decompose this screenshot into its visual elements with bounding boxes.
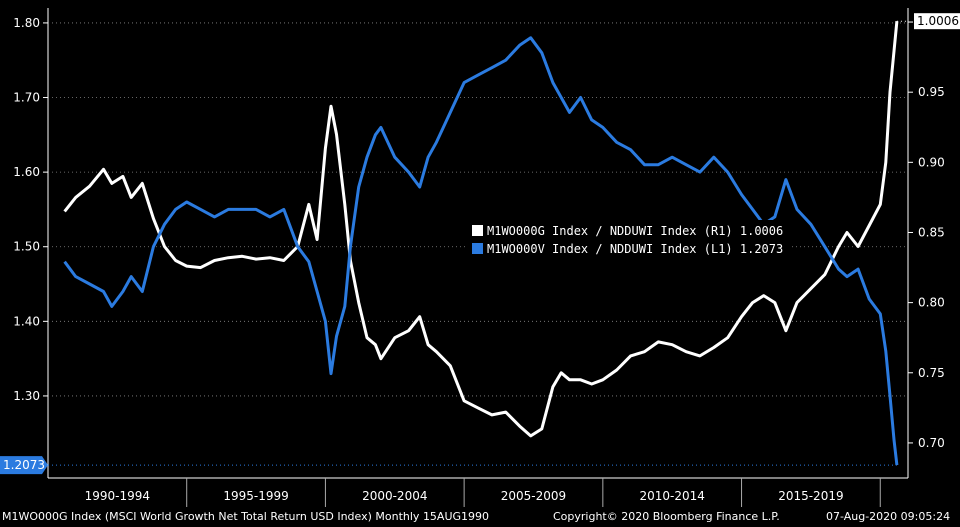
series-line-growth bbox=[63, 21, 899, 438]
x-category-label: 2010-2014 bbox=[639, 489, 704, 503]
series-lines bbox=[63, 21, 899, 466]
x-category-label: 1995-1999 bbox=[223, 489, 288, 503]
series-line-value bbox=[63, 36, 899, 466]
left-tick-label: 1.80 bbox=[13, 16, 40, 30]
legend-value-value: 1.2073 bbox=[739, 242, 784, 256]
x-axis: 1990-1994 1995-1999 2000-2004 2005-2009 2010… bbox=[85, 478, 881, 508]
last-value-tags: 1.0006 1.2073 bbox=[0, 13, 960, 475]
legend-swatch-value bbox=[472, 243, 483, 254]
x-category-label: 2015-2019 bbox=[778, 489, 843, 503]
footer-timestamp: 07-Aug-2020 09:05:24 bbox=[826, 510, 951, 523]
x-category-label: 2005-2009 bbox=[501, 489, 566, 503]
right-tick-label: 0.75 bbox=[918, 366, 945, 380]
right-tick-label: 0.95 bbox=[918, 85, 945, 99]
right-tick-label: 0.80 bbox=[918, 296, 945, 310]
left-axis: 1.80 1.70 1.60 1.50 1.40 1.30 bbox=[13, 16, 48, 403]
right-tick-label: 0.85 bbox=[918, 225, 945, 239]
legend: M1WO000G Index / NDDUWI Index (R1) 1.000… bbox=[466, 220, 790, 260]
left-tick-label: 1.70 bbox=[13, 91, 40, 105]
right-tick-label: 0.90 bbox=[918, 155, 945, 169]
x-category-label: 2000-2004 bbox=[362, 489, 427, 503]
left-tick-label: 1.30 bbox=[13, 389, 40, 403]
last-value-tag-value bbox=[0, 456, 48, 475]
last-value-tag-growth bbox=[914, 13, 960, 30]
legend-label-value: M1WO000V Index / NDDUWI Index (L1) bbox=[487, 242, 733, 256]
legend-value-growth: 1.0006 bbox=[739, 224, 784, 238]
right-tick-label: 0.70 bbox=[918, 436, 945, 450]
footer: M1WO000G Index (MSCI World Growth Net To… bbox=[0, 507, 960, 527]
footer-left: M1WO000G Index (MSCI World Growth Net To… bbox=[2, 510, 490, 523]
last-value-text-value: 1.2073 bbox=[3, 458, 45, 472]
legend-entry-value: M1WO000V Index / NDDUWI Index (L1) 1.207… bbox=[472, 240, 783, 258]
legend-swatch-growth bbox=[472, 225, 483, 236]
left-tick-label: 1.50 bbox=[13, 240, 40, 254]
legend-label-growth: M1WO000G Index / NDDUWI Index (R1) bbox=[487, 224, 733, 238]
left-tick-label: 1.60 bbox=[13, 165, 40, 179]
x-category-label: 1990-1994 bbox=[85, 489, 150, 503]
left-tick-label: 1.40 bbox=[13, 314, 40, 328]
last-value-text-growth: 1.0006 bbox=[917, 14, 959, 28]
legend-entry-growth: M1WO000G Index / NDDUWI Index (R1) 1.000… bbox=[472, 222, 783, 240]
right-axis: 1.000.950.900.850.800.750.70 bbox=[908, 15, 945, 450]
footer-copyright: Copyright© 2020 Bloomberg Finance L.P. bbox=[553, 510, 780, 523]
